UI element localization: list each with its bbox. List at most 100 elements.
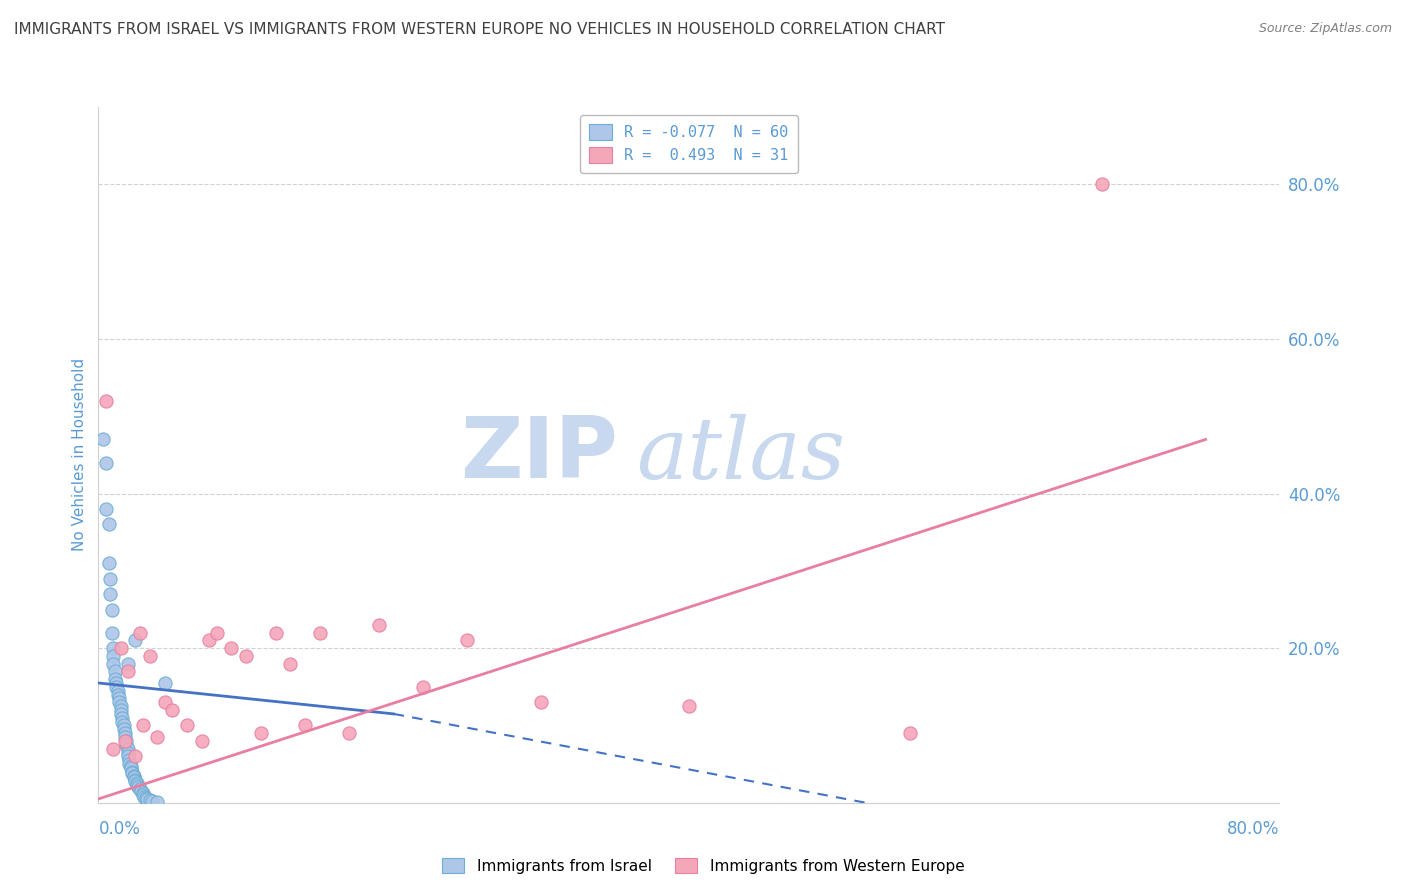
Point xyxy=(91,433,114,447)
Text: Source: ZipAtlas.com: Source: ZipAtlas.com xyxy=(1258,22,1392,36)
Point xyxy=(117,749,139,764)
Point xyxy=(128,625,150,640)
Point xyxy=(94,502,117,516)
Point xyxy=(110,703,132,717)
Point xyxy=(125,776,148,790)
Point xyxy=(132,786,155,800)
Point xyxy=(111,714,134,729)
Point xyxy=(117,665,139,679)
Point xyxy=(115,734,138,748)
Point xyxy=(309,625,332,640)
Point xyxy=(107,683,129,698)
Point xyxy=(117,657,139,671)
Point xyxy=(103,657,125,671)
Point xyxy=(456,633,478,648)
Point xyxy=(129,784,152,798)
Point xyxy=(132,718,155,732)
Point xyxy=(219,641,242,656)
Point xyxy=(94,393,117,408)
Point xyxy=(191,734,214,748)
Point xyxy=(135,791,157,805)
Point xyxy=(104,672,127,686)
Point xyxy=(139,648,162,663)
Point xyxy=(103,641,125,656)
Point xyxy=(412,680,434,694)
Point xyxy=(122,770,145,784)
Point xyxy=(104,665,127,679)
Point xyxy=(98,572,121,586)
Point xyxy=(121,766,143,780)
Point xyxy=(127,780,149,795)
Point xyxy=(900,726,922,740)
Point xyxy=(294,718,316,732)
Point xyxy=(118,753,141,767)
Point xyxy=(250,726,273,740)
Legend: Immigrants from Israel, Immigrants from Western Europe: Immigrants from Israel, Immigrants from … xyxy=(436,852,970,880)
Point xyxy=(124,772,146,787)
Point xyxy=(124,774,146,789)
Legend: R = -0.077  N = 60, R =  0.493  N = 31: R = -0.077 N = 60, R = 0.493 N = 31 xyxy=(581,115,797,173)
Point xyxy=(198,633,221,648)
Point xyxy=(115,738,138,752)
Point xyxy=(110,699,132,714)
Point xyxy=(278,657,302,671)
Point xyxy=(112,723,135,737)
Text: ZIP: ZIP xyxy=(460,413,619,497)
Point xyxy=(139,793,162,807)
Point xyxy=(117,741,139,756)
Text: atlas: atlas xyxy=(636,414,845,496)
Point xyxy=(118,757,141,772)
Point xyxy=(134,789,156,804)
Point xyxy=(153,695,176,709)
Point xyxy=(337,726,360,740)
Point xyxy=(120,758,142,772)
Point xyxy=(94,456,117,470)
Point xyxy=(117,746,139,760)
Point xyxy=(108,691,131,706)
Point xyxy=(114,734,136,748)
Point xyxy=(125,778,148,792)
Point xyxy=(114,730,136,744)
Y-axis label: No Vehicles in Household: No Vehicles in Household xyxy=(72,359,87,551)
Point xyxy=(121,764,143,779)
Point xyxy=(105,676,128,690)
Point xyxy=(122,769,145,783)
Point xyxy=(136,792,159,806)
Point xyxy=(162,703,183,717)
Point xyxy=(530,695,553,709)
Point xyxy=(97,556,120,570)
Point xyxy=(146,730,169,744)
Text: IMMIGRANTS FROM ISRAEL VS IMMIGRANTS FROM WESTERN EUROPE NO VEHICLES IN HOUSEHOL: IMMIGRANTS FROM ISRAEL VS IMMIGRANTS FRO… xyxy=(14,22,945,37)
Point xyxy=(235,648,257,663)
Point xyxy=(111,711,134,725)
Point xyxy=(205,625,228,640)
Point xyxy=(110,706,132,721)
Point xyxy=(124,633,146,648)
Point xyxy=(124,749,146,764)
Point xyxy=(146,795,169,809)
Point xyxy=(128,781,150,796)
Point xyxy=(132,788,155,802)
Point xyxy=(97,517,120,532)
Point xyxy=(108,695,131,709)
Text: 80.0%: 80.0% xyxy=(1227,820,1279,838)
Point xyxy=(110,641,132,656)
Point xyxy=(264,625,287,640)
Point xyxy=(103,741,125,756)
Point xyxy=(114,726,136,740)
Point xyxy=(112,718,135,732)
Point xyxy=(141,794,163,808)
Point xyxy=(107,688,129,702)
Point xyxy=(1091,178,1114,192)
Point xyxy=(678,699,700,714)
Point xyxy=(103,648,125,663)
Text: 0.0%: 0.0% xyxy=(98,820,141,838)
Point xyxy=(153,676,176,690)
Point xyxy=(100,625,122,640)
Point xyxy=(98,587,121,601)
Point xyxy=(120,761,142,775)
Point xyxy=(105,680,128,694)
Point xyxy=(368,618,391,632)
Point xyxy=(176,718,198,732)
Point xyxy=(100,602,122,616)
